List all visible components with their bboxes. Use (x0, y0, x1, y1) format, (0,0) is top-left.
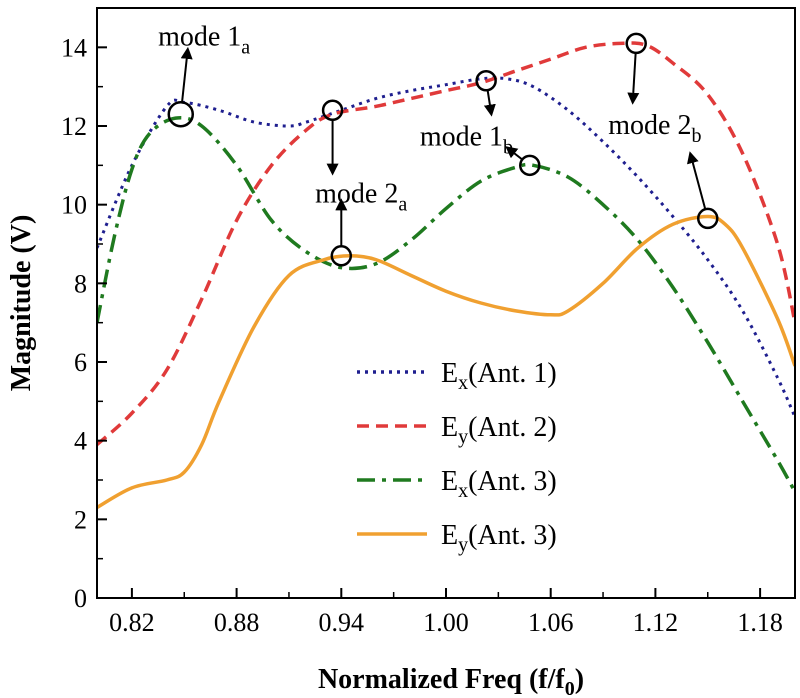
annotation-layer: mode 1a mode 2a mode 1b mode 2b (158, 21, 719, 267)
x-tick-label: 1.00 (423, 608, 469, 637)
mode-label: mode 2a (315, 179, 407, 216)
x-tick-label: 0.94 (319, 608, 365, 637)
x-tick-label: 0.88 (214, 608, 260, 637)
mode-marker-circle (167, 100, 195, 128)
mode-label: mode 2b (608, 110, 701, 147)
legend-label-4: Ey(Ant. 3) (441, 520, 557, 556)
series-line-1 (97, 76, 795, 418)
x-tick-label: 1.18 (737, 608, 783, 637)
mode-arrow (505, 146, 523, 161)
mode-label: mode 1b (420, 122, 513, 159)
x-tick-label: 0.82 (109, 608, 155, 637)
y-axis-title: Magnitude (V) (6, 215, 37, 392)
y-tick-label: 8 (74, 269, 87, 298)
series-line-4 (97, 214, 795, 510)
legend: Ex(Ant. 1) Ey(Ant. 2) Ex(Ant. 3) Ey(Ant. 3) (357, 358, 557, 556)
y-tick-label: 10 (61, 191, 87, 220)
legend-label-1: Ex(Ant. 1) (441, 358, 557, 394)
mode-marker-circle (475, 70, 497, 92)
mode-arrow (627, 52, 640, 105)
mode-marker-circle (519, 154, 541, 177)
y-tick-label: 2 (74, 505, 87, 534)
series-line-2 (97, 41, 795, 446)
axis-ticks: 0.82 0.88 0.94 1.00 1.06 1.12 1.18 0 2 4 6 8 10 12 14 (61, 33, 783, 637)
x-tick-label: 1.06 (528, 608, 574, 637)
x-axis-title: Normalized Freq (f/f0) (318, 664, 584, 698)
mode-marker-circle (321, 99, 344, 122)
mode-label: mode 1a (158, 21, 250, 58)
legend-label-3: Ex(Ant. 3) (441, 466, 557, 502)
y-tick-label: 14 (61, 33, 87, 62)
mode-arrow (180, 46, 193, 103)
series-line-3 (97, 115, 795, 493)
x-tick-label: 1.12 (633, 608, 679, 637)
y-tick-label: 4 (74, 427, 87, 456)
series-layer (97, 41, 795, 510)
y-tick-label: 6 (74, 348, 87, 377)
y-tick-label: 12 (61, 112, 87, 141)
mode-marker-circle (625, 32, 647, 55)
mode-marker-circle (697, 207, 719, 230)
legend-label-2: Ey(Ant. 2) (441, 412, 557, 448)
mode-arrow (483, 89, 496, 117)
y-tick-label: 0 (74, 584, 87, 613)
mode-arrow (686, 151, 707, 210)
